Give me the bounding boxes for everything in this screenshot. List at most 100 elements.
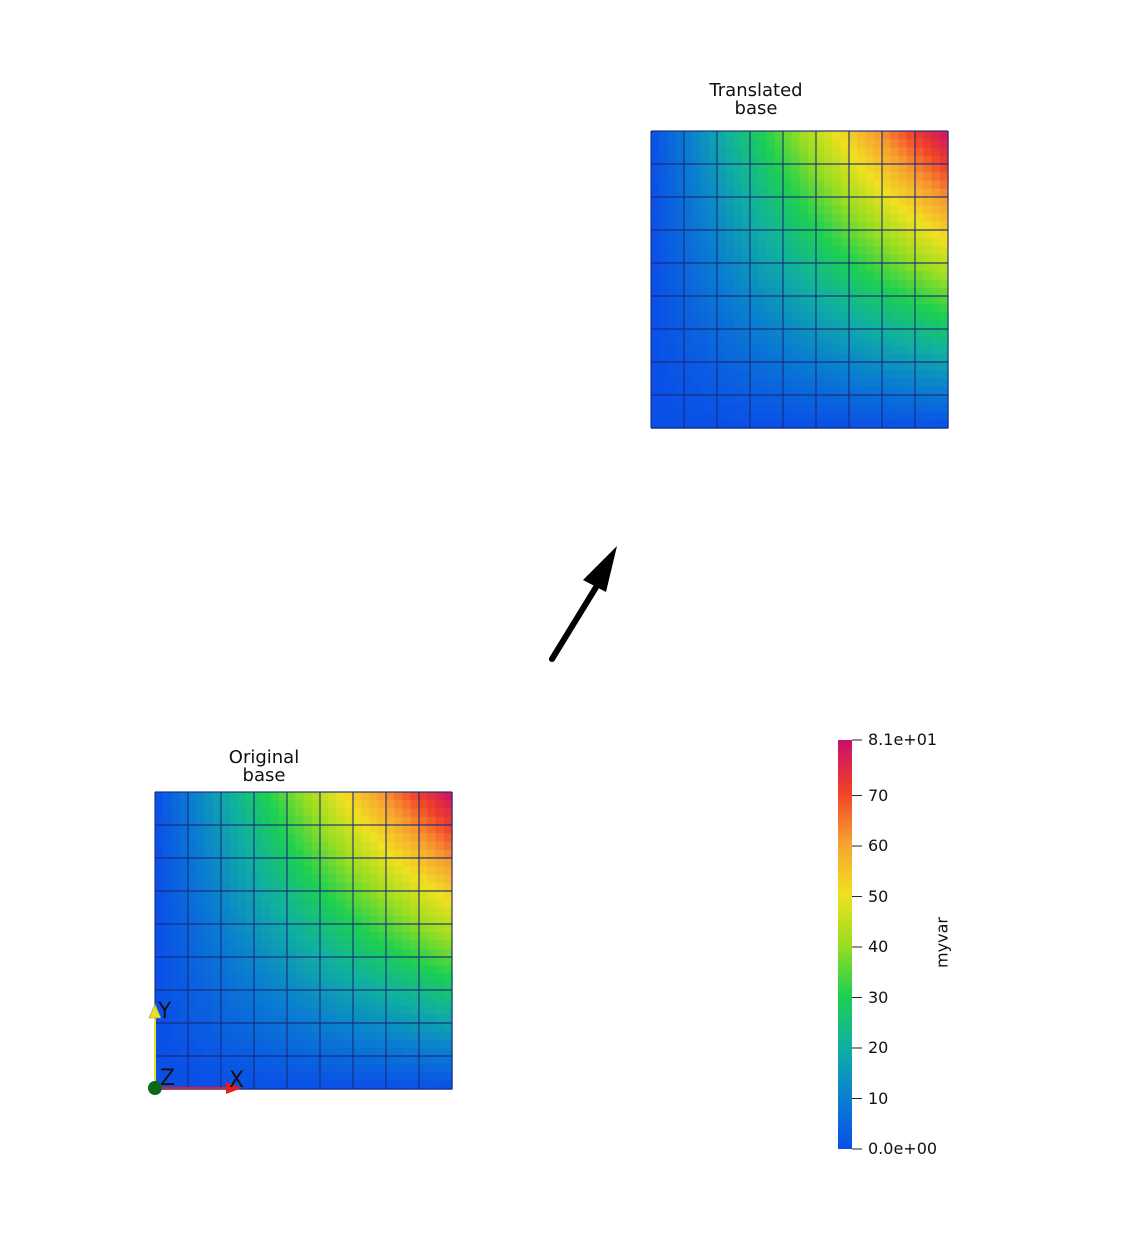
mesh-fill-patch (915, 345, 924, 355)
mesh-fill-patch (906, 329, 916, 338)
mesh-fill-patch (700, 345, 710, 355)
mesh-fill-patch (171, 866, 181, 876)
mesh-fill-patch (369, 800, 379, 810)
mesh-fill-patch (443, 990, 453, 999)
mesh-fill-patch (311, 1014, 321, 1024)
mesh-fill-patch (766, 254, 776, 264)
mesh-fill-patch (865, 164, 875, 173)
mesh-fill-patch (254, 1023, 263, 1032)
mesh-fill-patch (394, 874, 404, 884)
mesh-fill-patch (799, 411, 809, 421)
mesh-fill-patch (799, 287, 809, 297)
mesh-fill-patch (725, 353, 735, 363)
mesh-fill-patch (394, 882, 404, 892)
mesh-fill-patch (774, 238, 784, 248)
mesh-fill-patch (212, 882, 222, 892)
mesh-fill-patch (410, 1064, 420, 1074)
mesh-fill-patch (667, 395, 677, 404)
mesh-fill-patch (278, 1039, 288, 1049)
mesh-fill-patch (188, 849, 197, 859)
mesh-fill-patch (377, 1039, 387, 1049)
mesh-fill-patch (807, 304, 817, 314)
mesh-fill-patch (832, 139, 842, 149)
original-mesh[interactable] (154, 791, 453, 1090)
mesh-fill-patch (320, 841, 329, 851)
mesh-fill-patch (410, 1056, 420, 1065)
mesh-fill-patch (741, 312, 751, 322)
mesh-fill-patch (890, 238, 900, 248)
mesh-fill-patch (245, 957, 255, 966)
mesh-fill-patch (758, 362, 768, 371)
mesh-fill-patch (196, 1056, 206, 1065)
mesh-fill-patch (188, 981, 197, 991)
mesh-fill-patch (237, 998, 247, 1008)
mesh-fill-patch (931, 246, 941, 256)
mesh-fill-patch (692, 403, 702, 413)
mesh-fill-patch (336, 816, 346, 826)
mesh-fill-patch (774, 312, 784, 322)
translated-mesh[interactable] (650, 130, 949, 429)
mesh-fill-patch (196, 1064, 206, 1074)
mesh-fill-patch (684, 279, 693, 289)
mesh-fill-patch (155, 792, 164, 801)
mesh-fill-patch (386, 882, 395, 892)
mesh-fill-patch (262, 1056, 272, 1065)
mesh-fill-patch (915, 279, 924, 289)
mesh-fill-patch (651, 411, 660, 421)
mesh-fill-patch (427, 1031, 437, 1041)
mesh-fill-patch (353, 1056, 362, 1065)
mesh-fill-patch (840, 131, 850, 140)
mesh-fill-patch (204, 1056, 214, 1065)
mesh-fill-patch (898, 337, 908, 347)
mesh-fill-patch (717, 172, 726, 182)
mesh-fill-patch (369, 825, 379, 834)
mesh-fill-patch (758, 378, 768, 388)
mesh-fill-patch (419, 948, 428, 958)
mesh-fill-patch (287, 990, 296, 999)
mesh-fill-patch (369, 915, 379, 925)
mesh-fill-patch (725, 411, 735, 421)
mesh-fill-patch (386, 1014, 395, 1024)
mesh-fill-patch (890, 337, 900, 347)
mesh-fill-patch (708, 279, 718, 289)
mesh-fill-patch (832, 353, 842, 363)
mesh-fill-patch (402, 915, 412, 925)
mesh-fill-patch (229, 924, 239, 933)
mesh-fill-patch (857, 395, 867, 404)
mesh-fill-patch (733, 320, 743, 330)
mesh-fill-patch (188, 1080, 197, 1090)
mesh-fill-patch (882, 155, 891, 165)
mesh-fill-patch (311, 1039, 321, 1049)
mesh-fill-patch (410, 866, 420, 876)
mesh-fill-patch (857, 337, 867, 347)
mesh-fill-patch (783, 139, 792, 149)
mesh-fill-patch (659, 353, 669, 363)
mesh-fill-patch (675, 362, 685, 371)
mesh-fill-patch (353, 833, 362, 843)
mesh-fill-patch (890, 254, 900, 264)
mesh-fill-patch (840, 304, 850, 314)
mesh-fill-patch (336, 1031, 346, 1041)
mesh-fill-patch (915, 304, 924, 314)
mesh-fill-patch (377, 973, 387, 983)
mesh-fill-patch (179, 866, 189, 876)
mesh-fill-patch (733, 403, 743, 413)
mesh-fill-patch (188, 833, 197, 843)
mesh-fill-patch (675, 131, 685, 140)
mesh-fill-patch (163, 825, 173, 834)
mesh-fill-patch (791, 320, 801, 330)
mesh-fill-patch (783, 155, 792, 165)
mesh-fill-patch (369, 792, 379, 801)
mesh-fill-patch (262, 907, 272, 917)
mesh-fill-patch (377, 1014, 387, 1024)
mesh-fill-patch (906, 296, 916, 305)
mesh-fill-patch (311, 891, 321, 900)
mesh-fill-patch (766, 188, 776, 198)
mesh-fill-patch (651, 197, 660, 206)
mesh-fill-patch (369, 924, 379, 933)
mesh-fill-patch (865, 246, 875, 256)
mesh-fill-patch (303, 948, 313, 958)
mesh-fill-patch (254, 965, 263, 975)
mesh-fill-patch (750, 131, 759, 140)
